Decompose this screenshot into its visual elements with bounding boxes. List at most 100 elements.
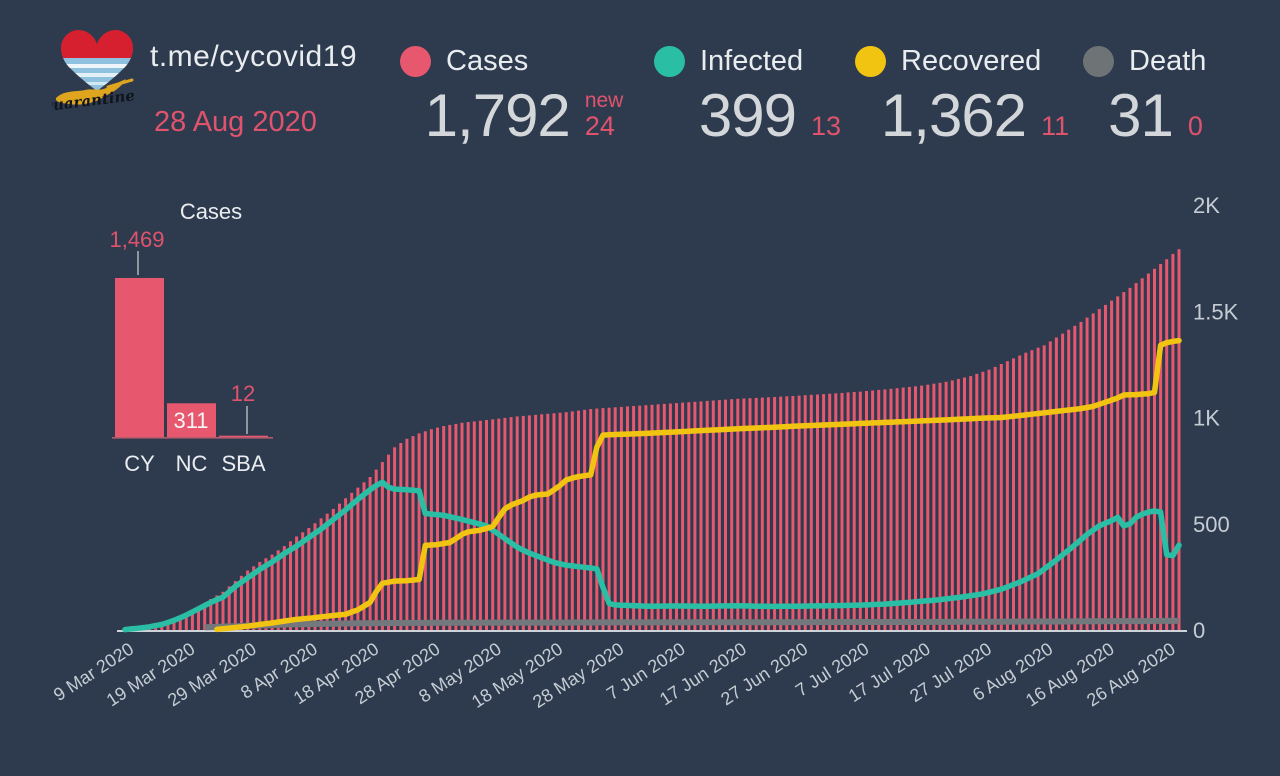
cases-bar: [650, 404, 654, 631]
cases-bar: [497, 418, 501, 630]
mini-bar-sba: [219, 435, 268, 437]
quarantine-logo-graphic: Quarantine: [39, 30, 136, 116]
y-tick-label: 1K: [1193, 406, 1220, 431]
cases-bar: [956, 378, 960, 630]
cases-bar: [742, 398, 746, 630]
cases-bar: [656, 404, 660, 630]
mini-x-label-nc: NC: [176, 451, 208, 476]
cases-bar: [1024, 352, 1028, 630]
cases-bar: [816, 394, 819, 630]
cases-bar: [313, 523, 317, 630]
cases-bar: [325, 513, 329, 630]
cases-bar: [858, 391, 862, 630]
stat-infected: Infected 399 13: [654, 44, 886, 146]
cases-bar: [344, 498, 348, 631]
cases-bar: [509, 417, 513, 630]
cases-bar: [1153, 268, 1156, 631]
y-tick-label: 500: [1193, 512, 1230, 537]
cases-bar: [166, 622, 170, 630]
mini-bar-value-cy: 1,469: [109, 227, 164, 252]
stat-death-label: Death: [1129, 45, 1207, 77]
cases-bar: [1134, 283, 1138, 630]
cases-bar: [693, 401, 697, 630]
cases-bar: [865, 391, 868, 630]
cases-bar: [797, 395, 801, 630]
cases-bar: [264, 558, 268, 630]
cases-bar: [178, 617, 182, 630]
cases-bar: [319, 518, 323, 630]
cases-bar: [1012, 358, 1015, 630]
stat-infected-label: Infected: [700, 45, 804, 77]
cases-bar: [1146, 273, 1150, 630]
cases-bar: [190, 610, 194, 630]
cases-bar: [914, 386, 917, 630]
cases-bar: [387, 454, 390, 630]
stat-death-delta-value: 0: [1187, 111, 1203, 141]
cases-bar: [589, 409, 593, 630]
mini-bar-cy: [115, 278, 164, 437]
cases-bar: [454, 423, 458, 630]
cases-bar: [944, 381, 948, 630]
stat-recovered-delta: 11: [1041, 112, 1069, 143]
stat-death-value: 31: [1108, 82, 1174, 149]
stat-cases-label: Cases: [446, 45, 529, 77]
stat-cases-delta: new 24: [585, 90, 624, 143]
stat-cases-value: 1,792: [424, 82, 571, 149]
cases-bar: [405, 438, 409, 631]
cases-bar: [1067, 329, 1071, 630]
cases-bar: [1116, 296, 1120, 630]
cases-bar: [270, 554, 274, 630]
cases-bar: [239, 575, 243, 630]
stat-infected-head: Infected: [654, 44, 886, 78]
cases-bar: [999, 364, 1003, 630]
cases-bar: [626, 406, 629, 630]
cases-bar: [975, 373, 979, 630]
cases-bar: [252, 566, 256, 631]
cases-bar: [760, 397, 764, 630]
stat-cases-delta-prefix: new: [584, 89, 624, 112]
cases-bar: [393, 447, 397, 631]
cases-bar: [472, 421, 476, 630]
cases-bar: [736, 398, 740, 630]
cases-bar: [662, 403, 666, 630]
mini-chart-title: Cases: [180, 199, 242, 224]
stat-recovered-values: 1,362 11: [855, 86, 1095, 146]
recovered-legend-dot: [855, 45, 886, 77]
channel-link[interactable]: t.me/cycovid19: [150, 40, 358, 73]
cases-bar: [368, 477, 372, 630]
cases-bar: [301, 532, 305, 631]
cases-bar: [717, 400, 721, 630]
stat-infected-delta: 13: [811, 112, 841, 143]
cases-bar: [883, 389, 887, 630]
cases-bar: [442, 426, 446, 630]
cases-bar: [1061, 333, 1065, 630]
cases-bar: [638, 405, 642, 630]
cases-bar: [877, 389, 881, 630]
stat-recovered-label: Recovered: [901, 45, 1042, 77]
cases-bar: [601, 408, 605, 630]
stat-recovered-head: Recovered: [855, 44, 1095, 78]
cases-bar: [1177, 249, 1181, 630]
cases-bar: [926, 384, 930, 630]
cases-bar: [436, 427, 439, 630]
cases-bar: [515, 416, 519, 630]
stat-cases-head: Cases: [400, 44, 648, 78]
cases-bar: [184, 614, 188, 630]
cases-bar: [307, 528, 311, 630]
cases-bar: [846, 392, 850, 630]
mini-x-label-sba: SBA: [221, 451, 265, 476]
cases-bar: [779, 396, 783, 630]
cases-bar: [583, 409, 587, 630]
cases-bar: [552, 413, 556, 631]
cases-bar: [1104, 304, 1107, 630]
stat-infected-delta-value: 13: [811, 111, 842, 141]
cases-bar: [981, 371, 985, 630]
cases-bar: [1054, 337, 1058, 630]
cases-bar: [1036, 347, 1040, 630]
cases-bar: [1018, 355, 1022, 630]
cases-bar: [644, 405, 648, 630]
cases-bar: [754, 397, 758, 630]
cases-bar: [570, 411, 574, 630]
mini-x-label-cy: CY: [124, 451, 155, 476]
